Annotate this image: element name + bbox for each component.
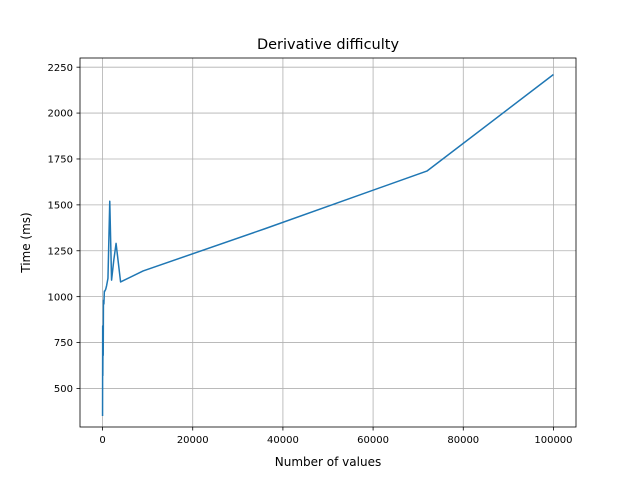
- chart-title: Derivative difficulty: [257, 37, 399, 53]
- x-axis: 0 20000 40000 60000 80000 100000: [99, 427, 573, 446]
- x-tick-label: 20000: [177, 435, 209, 446]
- y-axis: 500 750 1000 1250 1500 1750 2000 2250: [48, 63, 80, 395]
- y-tick-label: 2000: [48, 109, 73, 120]
- series-line: [101, 73, 554, 416]
- y-tick-label: 2250: [48, 63, 73, 74]
- y-tick-label: 750: [54, 338, 73, 349]
- x-tick-label: 100000: [534, 435, 572, 446]
- x-tick-label: 0: [99, 435, 105, 446]
- y-tick-label: 1500: [48, 200, 73, 211]
- x-tick-label: 40000: [267, 435, 299, 446]
- y-axis-label: Time (ms): [19, 212, 33, 274]
- y-tick-label: 1000: [48, 292, 73, 303]
- x-axis-label: Number of values: [275, 455, 381, 469]
- y-tick-label: 1250: [48, 246, 73, 257]
- x-tick-label: 60000: [357, 435, 389, 446]
- y-tick-label: 1750: [48, 155, 73, 166]
- grid-lines: [80, 58, 576, 427]
- x-tick-label: 80000: [447, 435, 479, 446]
- y-tick-label: 500: [54, 384, 73, 395]
- series-layer: [101, 73, 554, 416]
- plot-frame: [79, 57, 577, 428]
